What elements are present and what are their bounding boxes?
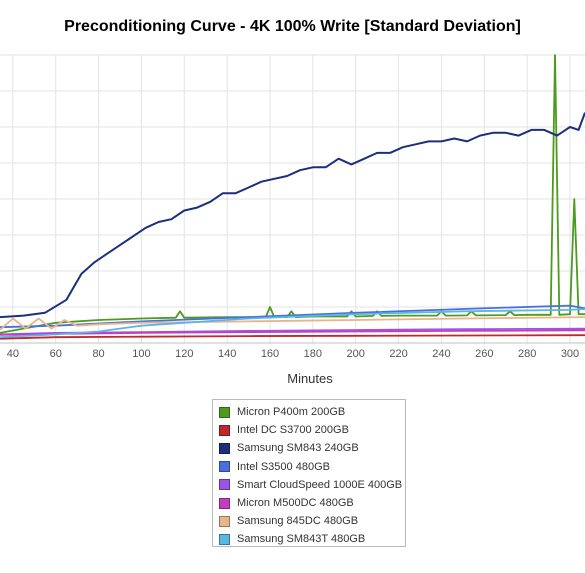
x-tick-label: 160 [261,348,279,360]
legend-swatch [219,533,230,545]
grid-lines [0,54,585,344]
x-tick-label: 140 [218,348,236,360]
x-tick-label: 260 [475,348,493,360]
legend-item[interactable]: Samsung 845DC 480GB [213,512,405,530]
x-tick-label: 80 [92,348,104,360]
x-tick-label: 120 [175,348,193,360]
legend-label: Micron P400m 200GB [237,406,346,419]
series-line-1 [0,334,585,340]
x-tick-label: 200 [347,348,365,360]
series-line-3 [0,304,585,329]
legend-swatch [219,479,230,491]
x-axis-title: Minutes [287,371,333,386]
legend-swatch [219,424,230,436]
chart-title: Preconditioning Curve - 4K 100% Write [S… [64,18,521,35]
legend-label: Intel S3500 480GB [237,460,330,473]
legend-item[interactable]: Intel DC S3700 200GB [213,421,405,439]
legend-item[interactable]: Micron P400m 200GB [213,403,405,421]
legend-label: Smart CloudSpeed 1000E 400GB [237,478,403,491]
legend-swatch [219,497,230,509]
x-tick-label: 280 [518,348,536,360]
x-tick-label: 240 [432,348,450,360]
x-tick-label: 300 [561,348,579,360]
x-tick-label: 100 [132,348,150,360]
x-tick-label: 220 [389,348,407,360]
legend-swatch [219,442,230,454]
legend-swatch [219,461,230,473]
legend-item[interactable]: Samsung SM843 240GB [213,439,405,457]
legend-item[interactable]: Intel S3500 480GB [213,458,405,476]
legend: Micron P400m 200GB Intel DC S3700 200GB Sa… [212,399,406,547]
x-tick-labels: 40 60 80 100 120 140 160 180 200 220 240 260 280 300 [7,348,579,360]
legend-item[interactable]: Smart CloudSpeed 1000E 400GB [213,476,405,494]
x-tick-label: 40 [7,348,19,360]
series-line-7 [0,308,585,339]
x-tick-label: 60 [50,348,62,360]
legend-label: Samsung SM843T 480GB [237,533,366,546]
series-lines [0,54,585,340]
legend-label: Samsung SM843 240GB [237,442,359,455]
legend-item[interactable]: Micron M500DC 480GB [213,494,405,512]
legend-label: Micron M500DC 480GB [237,497,354,510]
legend-swatch [219,515,230,527]
legend-item[interactable]: Samsung SM843T 480GB [213,530,405,548]
legend-label: Samsung 845DC 480GB [237,515,359,528]
series-line-6 [0,316,585,331]
x-tick-label: 180 [304,348,322,360]
series-line-0 [0,54,585,334]
legend-swatch [219,406,230,418]
series-line-2 [0,112,585,319]
legend-label: Intel DC S3700 200GB [237,424,349,437]
